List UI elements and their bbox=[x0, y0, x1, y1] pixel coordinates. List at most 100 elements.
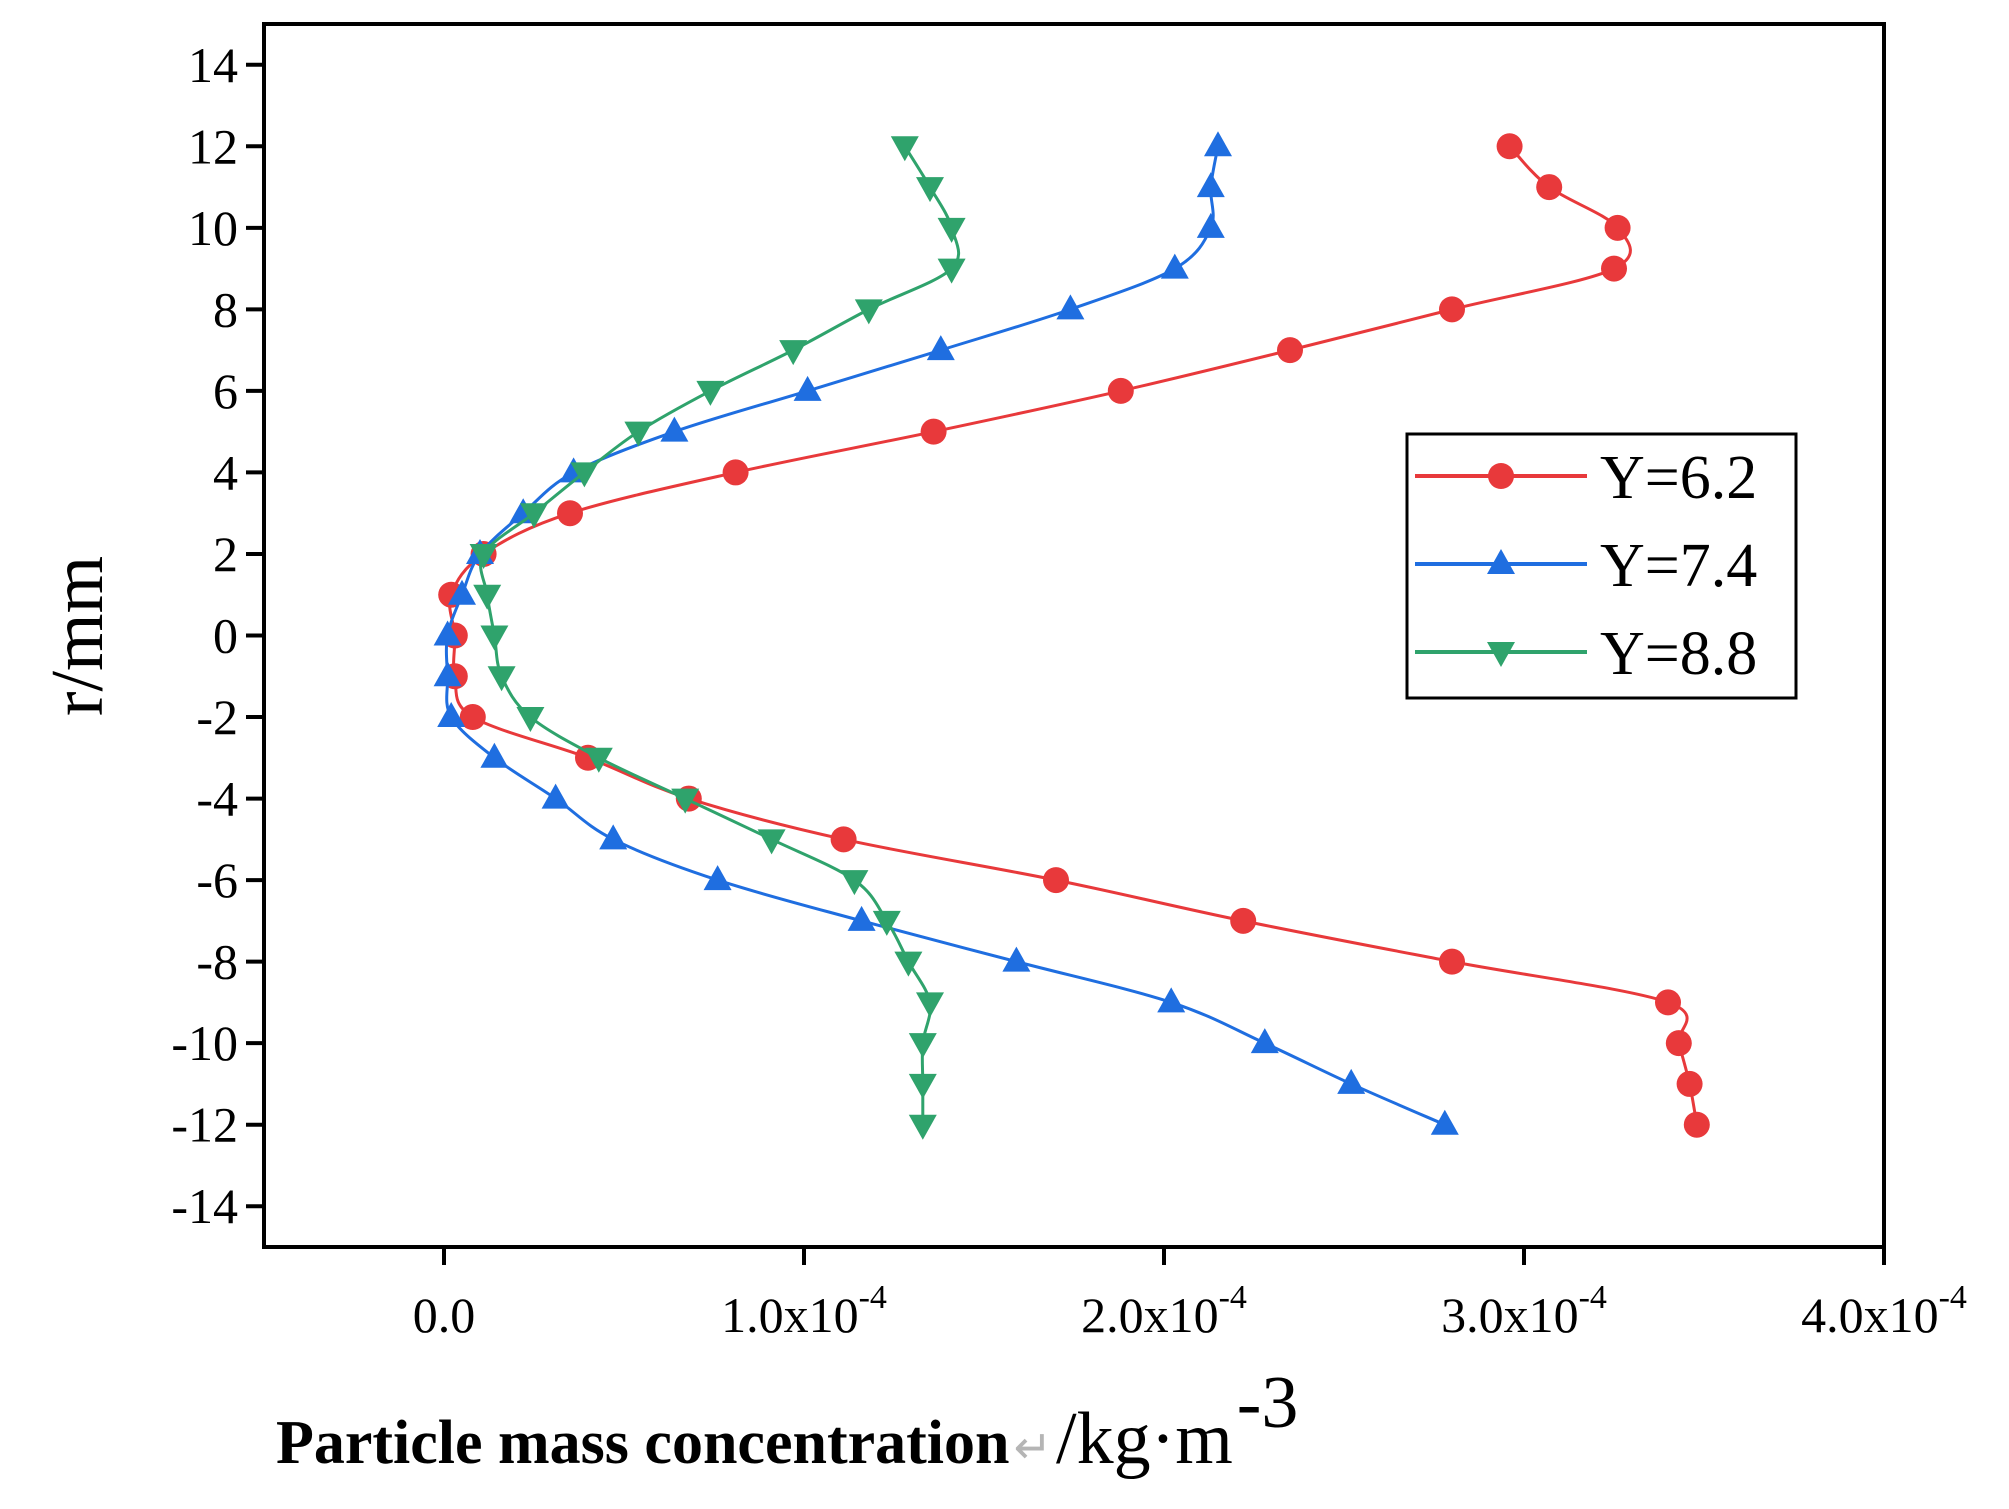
x-tick-label: 2.0x10-4 bbox=[1081, 1279, 1247, 1343]
data-point bbox=[1002, 946, 1031, 972]
data-point bbox=[437, 702, 466, 728]
y-tick-label: -4 bbox=[196, 771, 238, 827]
x-tick-label: 3.0x10-4 bbox=[1441, 1279, 1607, 1343]
data-point bbox=[541, 783, 570, 809]
data-point bbox=[854, 299, 883, 325]
data-point bbox=[937, 258, 966, 284]
x-axis-label-unit-exponent: -3 bbox=[1237, 1362, 1299, 1444]
legend-label: Y=6.2 bbox=[1600, 444, 1757, 512]
data-point bbox=[894, 951, 923, 977]
data-point bbox=[696, 380, 725, 406]
y-tick-label: -2 bbox=[196, 689, 238, 745]
data-point bbox=[890, 136, 919, 162]
data-point bbox=[433, 661, 462, 687]
y-tick-label: 2 bbox=[213, 526, 238, 582]
data-point bbox=[599, 824, 628, 850]
y-tick-label: 6 bbox=[213, 363, 238, 419]
y-tick-label: 8 bbox=[213, 281, 238, 337]
data-point bbox=[520, 503, 548, 529]
data-point bbox=[1056, 294, 1085, 320]
x-tick-label: 1.0x10-4 bbox=[721, 1279, 887, 1343]
data-point bbox=[908, 1114, 937, 1140]
data-point bbox=[916, 992, 944, 1018]
data-point bbox=[557, 500, 583, 527]
data-point bbox=[926, 335, 955, 361]
data-point bbox=[1683, 1111, 1710, 1138]
legend-label: Y=7.4 bbox=[1600, 532, 1757, 600]
data-point bbox=[1601, 255, 1627, 282]
series-line bbox=[444, 146, 1446, 1127]
data-point bbox=[722, 459, 749, 486]
data-point bbox=[671, 788, 700, 814]
y-tick-label: -12 bbox=[171, 1097, 238, 1153]
data-point bbox=[1655, 989, 1681, 1016]
legend: Y=6.2 Y=7.4 Y=8.8 bbox=[1405, 432, 1798, 700]
x-tick-label: 0.0 bbox=[413, 1287, 476, 1343]
data-point bbox=[830, 826, 857, 853]
data-point bbox=[624, 421, 653, 447]
data-point bbox=[872, 910, 901, 936]
data-point bbox=[487, 666, 516, 692]
data-point bbox=[1043, 867, 1069, 894]
data-point bbox=[1157, 987, 1186, 1013]
data-point bbox=[1230, 907, 1257, 934]
data-point bbox=[1337, 1068, 1366, 1094]
legend-item: Y=8.8 bbox=[1415, 620, 1757, 688]
data-point bbox=[1250, 1028, 1279, 1054]
legend-items: Y=6.2 Y=7.4 Y=8.8 bbox=[1415, 444, 1757, 688]
data-point bbox=[757, 829, 786, 855]
legend-item: Y=7.4 bbox=[1415, 532, 1757, 600]
y-tick-label: -10 bbox=[171, 1015, 238, 1071]
y-tick-label: 4 bbox=[213, 444, 238, 500]
data-point bbox=[908, 1033, 937, 1059]
series-Y=8.8 bbox=[469, 136, 966, 1140]
data-point bbox=[1536, 174, 1563, 201]
x-axis-label-main: Particle mass concentration bbox=[276, 1409, 1009, 1477]
x-axis-label-unit: /kg·m bbox=[1056, 1398, 1233, 1480]
y-tick-label: -8 bbox=[196, 934, 238, 990]
y-tick-label: 12 bbox=[188, 118, 238, 174]
legend-marker bbox=[1487, 549, 1515, 574]
data-point bbox=[1196, 172, 1225, 198]
y-tick-label: -14 bbox=[171, 1178, 238, 1234]
series-Y=7.4 bbox=[433, 131, 1459, 1135]
data-point bbox=[1604, 214, 1631, 241]
x-tick-label: 4.0x10-4 bbox=[1801, 1279, 1967, 1343]
data-point bbox=[1160, 253, 1189, 279]
y-axis-label: r/mm bbox=[37, 556, 119, 716]
data-point bbox=[459, 704, 486, 731]
y-tick-label: 14 bbox=[188, 37, 238, 93]
data-point bbox=[448, 579, 476, 605]
x-axis-label-mark: ↵ bbox=[1013, 1420, 1052, 1474]
data-point bbox=[660, 416, 689, 442]
data-point bbox=[1196, 212, 1225, 238]
data-point bbox=[473, 584, 502, 610]
data-point bbox=[1665, 1030, 1692, 1057]
data-point bbox=[570, 462, 599, 488]
data-point bbox=[480, 742, 509, 768]
data-point bbox=[584, 747, 613, 773]
series-layer bbox=[433, 131, 1710, 1140]
legend-item: Y=6.2 bbox=[1415, 444, 1757, 512]
data-point bbox=[908, 1073, 937, 1099]
data-point bbox=[779, 340, 808, 366]
legend-marker bbox=[1488, 463, 1514, 489]
data-point bbox=[516, 707, 545, 733]
data-point bbox=[1107, 377, 1134, 404]
data-point bbox=[1439, 948, 1465, 975]
data-point bbox=[793, 375, 822, 401]
legend-label: Y=8.8 bbox=[1600, 620, 1757, 688]
data-point bbox=[433, 620, 462, 646]
data-point bbox=[1676, 1070, 1703, 1097]
data-point bbox=[469, 543, 498, 569]
data-point bbox=[840, 870, 869, 896]
data-point bbox=[937, 217, 966, 243]
y-tick-label: -6 bbox=[196, 852, 238, 908]
y-tick-label: 10 bbox=[188, 200, 238, 256]
data-point bbox=[1430, 1109, 1459, 1135]
legend-marker bbox=[1487, 642, 1515, 667]
y-tick-label: 0 bbox=[213, 608, 238, 664]
axes-layer: 14 12 10 8 6 4 2 0 -2 -4 -6 -8 -10 -12 -14 0.0 1.0x10-4 2… bbox=[171, 37, 1967, 1343]
x-axis-label: Particle mass concentration ↵ /kg·m -3 bbox=[276, 1362, 1298, 1480]
